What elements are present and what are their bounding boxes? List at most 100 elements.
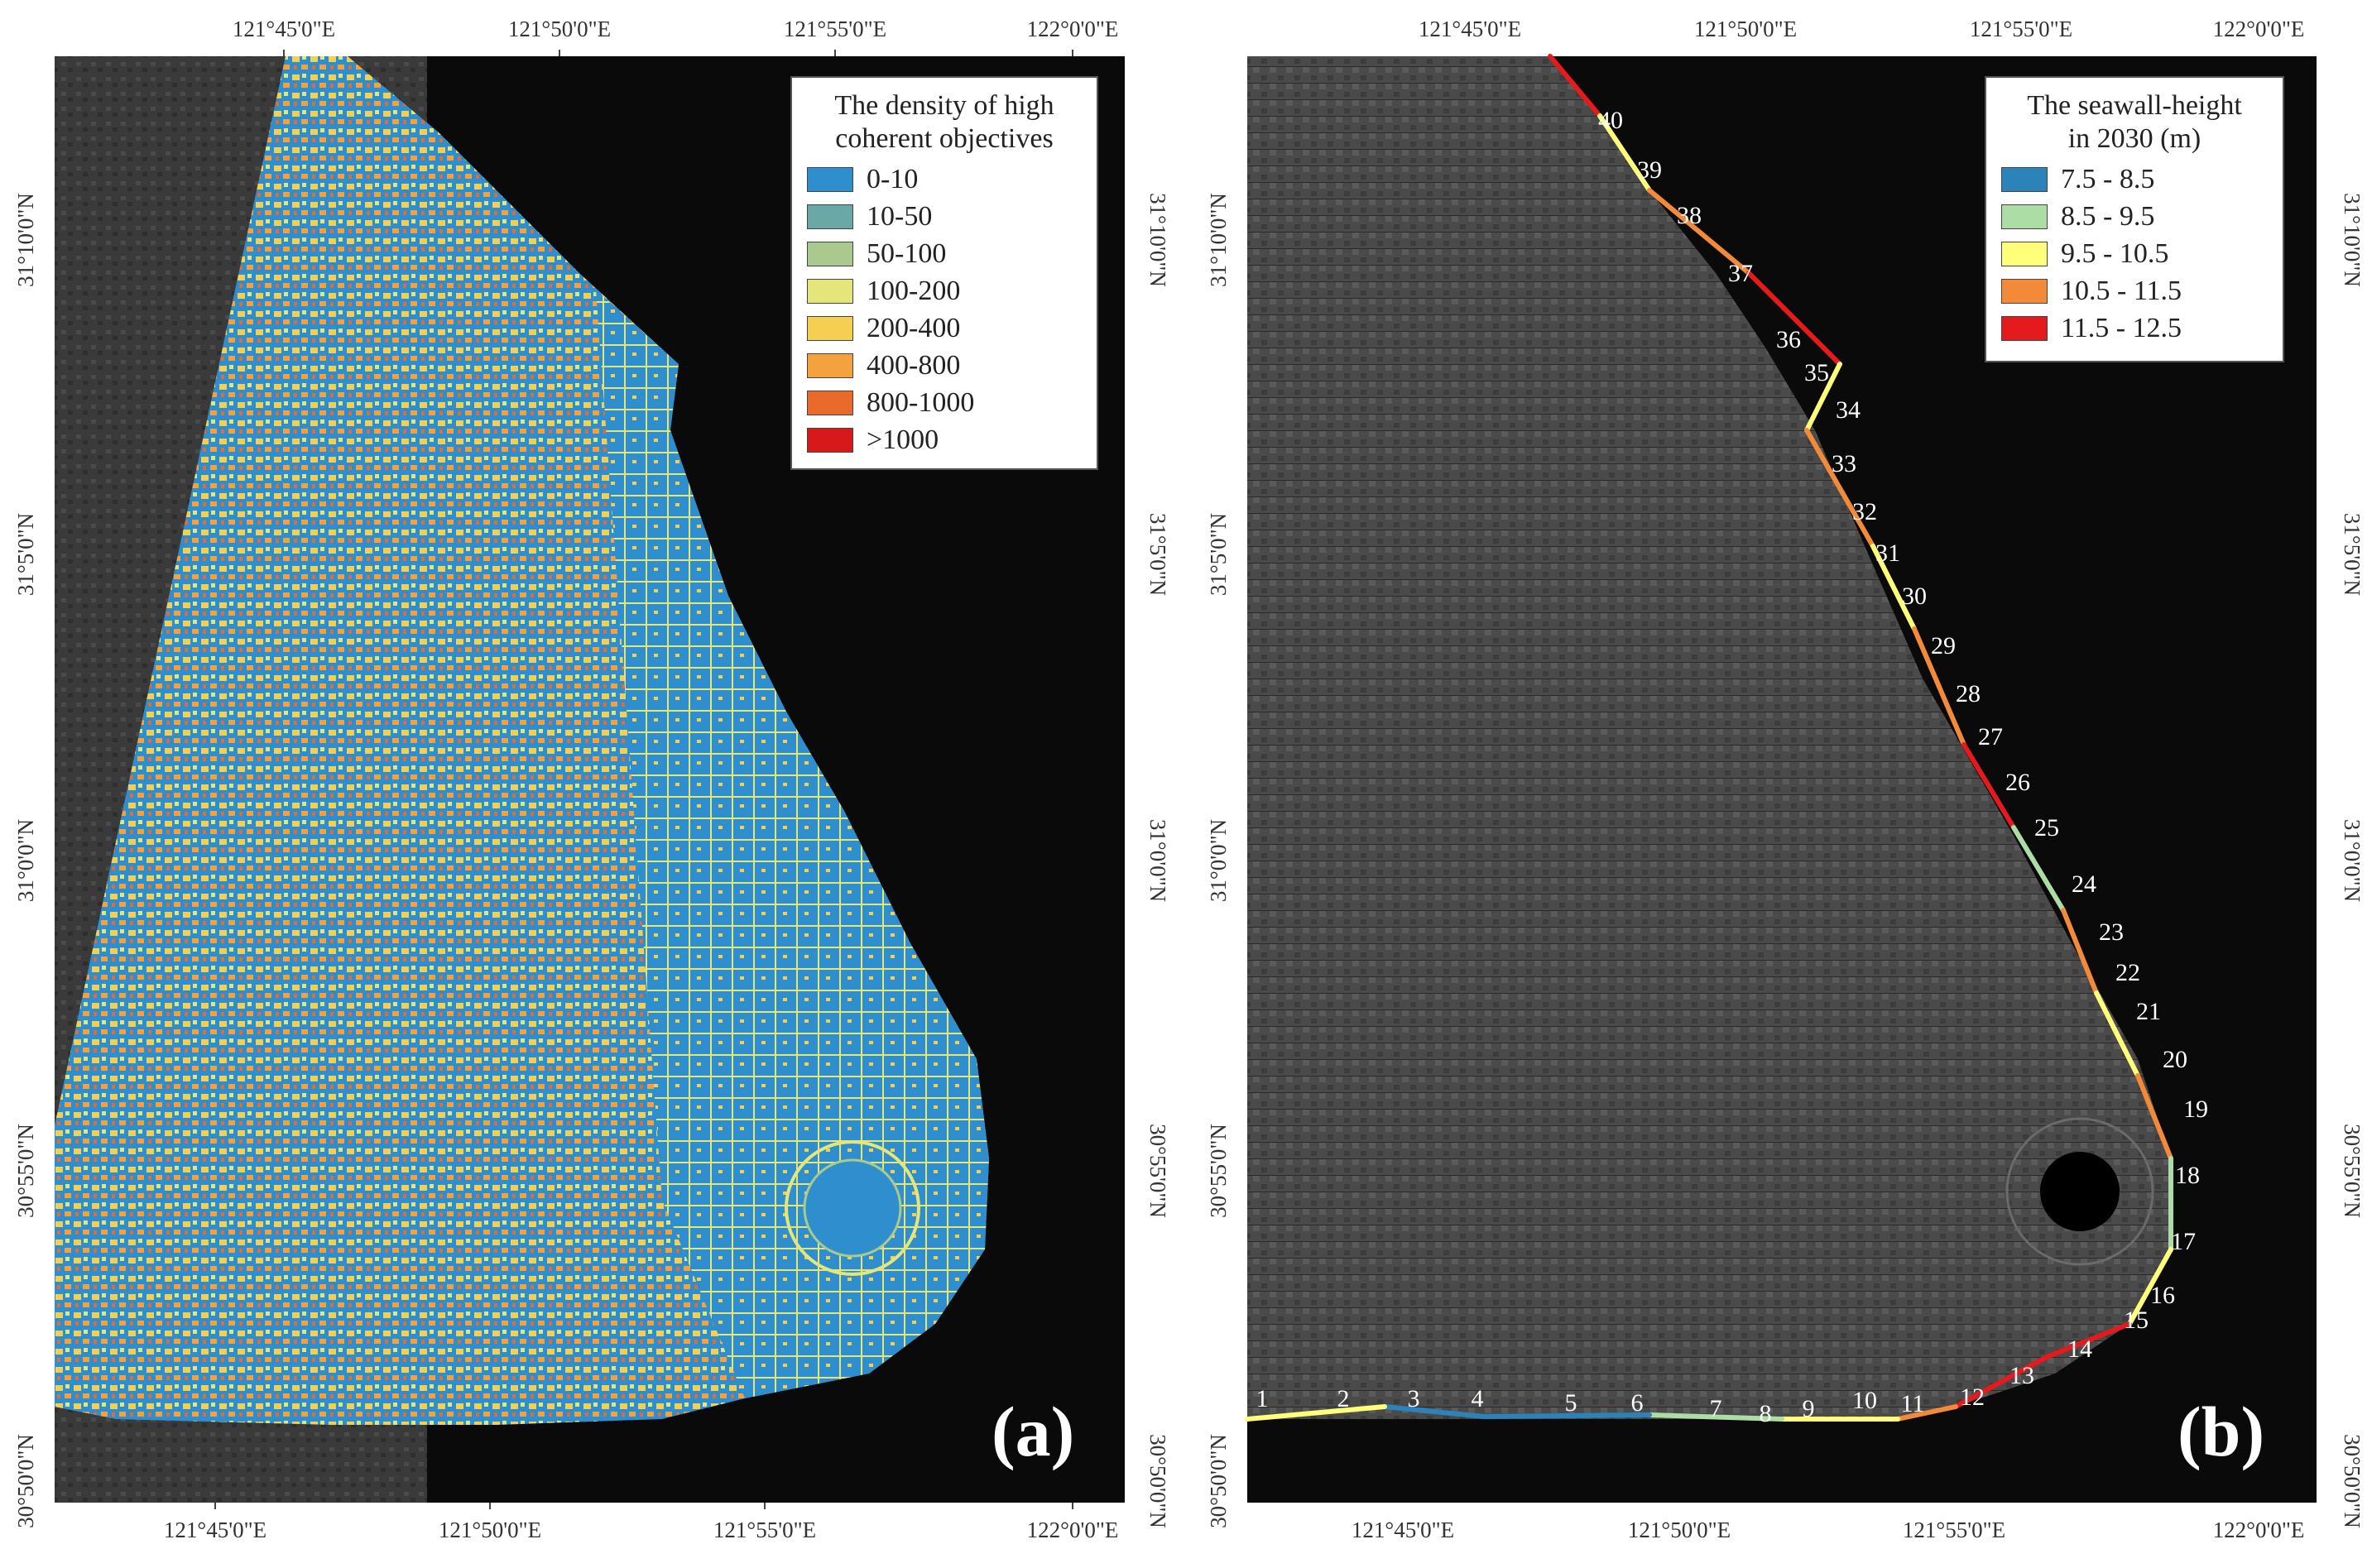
- lon-tick-top-1: 121°45'0"E: [233, 17, 335, 41]
- b-lat-tick-right-2: 31°5'0"N: [2340, 513, 2365, 596]
- seawall-segment-label: 4: [1472, 1385, 1484, 1412]
- lat-tick-left-1: 31°10'0"N: [13, 193, 38, 287]
- lake: [803, 1158, 902, 1258]
- legend-density-label: 0-10: [867, 163, 919, 194]
- seawall-segment-label: 5: [1565, 1389, 1577, 1417]
- seawall-segment-label: 10: [1852, 1387, 1877, 1414]
- legend-density-title-line1: The density of high: [834, 90, 1054, 121]
- seawall-segment-label: 13: [2009, 1362, 2034, 1389]
- seawall-segment-label: 12: [1960, 1383, 1985, 1411]
- seawall-segment-label: 17: [2171, 1228, 2196, 1255]
- legend-density-row: 0-10: [807, 161, 1082, 198]
- seawall-segment-label: 33: [1832, 450, 1856, 477]
- legend-density-row: 10-50: [807, 198, 1082, 235]
- legend-seawall-swatch: [2001, 278, 2048, 304]
- seawall-segment-label: 23: [2099, 918, 2124, 946]
- legend-seawall-rows: 7.5 - 8.5 8.5 - 9.5 9.5 - 10.5 10.5 - 11.5 1…: [2001, 161, 2268, 347]
- panel-b-label: (b): [2178, 1392, 2265, 1471]
- seawall-segment-label: 25: [2034, 814, 2059, 842]
- seawall-segment-label: 18: [2175, 1162, 2200, 1189]
- legend-density-label: 800-1000: [867, 386, 975, 418]
- seawall-segment-label: 31: [1875, 539, 1900, 567]
- b-lat-tick-left-5: 30°50'0"N: [1206, 1434, 1231, 1528]
- lon-tick-bottom-1: 121°45'0"E: [164, 1518, 266, 1542]
- legend-density-label: 100-200: [867, 275, 961, 306]
- lake-b-ring: [2005, 1117, 2154, 1266]
- seawall-segment-label: 21: [2136, 998, 2161, 1025]
- legend-seawall-title-line2: in 2030 (m): [2067, 123, 2202, 154]
- legend-seawall-row: 8.5 - 9.5: [2001, 198, 2268, 235]
- lake-ring: [785, 1140, 920, 1276]
- lon-tick-top-3: 121°55'0"E: [784, 17, 886, 41]
- legend-seawall-label: 7.5 - 8.5: [2061, 163, 2155, 194]
- seawall-segment-label: 29: [1931, 632, 1956, 659]
- b-lat-tick-left-3: 31°0'0"N: [1206, 819, 1231, 902]
- seawall-segment-label: 30: [1902, 583, 1927, 610]
- panel-a-density-map: 121°45'0"E 121°50'0"E 121°55'0"E 122°0'0…: [13, 17, 1170, 1542]
- legend-density-label: 10-50: [867, 200, 933, 232]
- lat-tick-right-2: 31°5'0"N: [1145, 513, 1170, 596]
- legend-density-row: >1000: [807, 421, 1082, 458]
- seawall-segment-label: 16: [2150, 1282, 2175, 1309]
- legend-density-row: 100-200: [807, 272, 1082, 309]
- b-lon-tick-top-2: 121°50'0"E: [1694, 17, 1797, 41]
- legend-density-title-line2: coherent objectives: [835, 123, 1054, 154]
- study-area-eastern-coast: [596, 290, 989, 1398]
- legend-seawall-row: 11.5 - 12.5: [2001, 309, 2268, 347]
- legend-density-swatch: [807, 390, 853, 415]
- lat-tick-right-3: 31°0'0"N: [1145, 819, 1170, 902]
- b-lon-tick-top-4: 122°0'0"E: [2213, 17, 2305, 41]
- seawall-segment-label: 39: [1637, 156, 1662, 184]
- seawall-segment-label: 1: [1256, 1385, 1269, 1412]
- seawall-line: [1245, 54, 2173, 1422]
- legend-seawall-row: 7.5 - 8.5: [2001, 161, 2268, 198]
- legend-density-swatch: [807, 241, 853, 266]
- legend-density-title: The density of high coherent objectives: [807, 89, 1082, 156]
- legend-density-swatch: [807, 204, 853, 229]
- legend-density-rows: 0-10 10-50 50-100 100-200 200-400 400-800 800-…: [807, 161, 1082, 458]
- legend-seawall-swatch: [2001, 204, 2048, 229]
- legend-seawall-label: 10.5 - 11.5: [2061, 275, 2182, 306]
- lake-b: [2040, 1152, 2120, 1231]
- legend-seawall-label: 11.5 - 12.5: [2061, 312, 2182, 343]
- b-lon-tick-top-3: 121°55'0"E: [1970, 17, 2072, 41]
- seawall-segment-label: 3: [1408, 1385, 1420, 1412]
- legend-density-swatch: [807, 315, 853, 341]
- b-lat-tick-left-2: 31°5'0"N: [1206, 513, 1231, 596]
- legend-density-label: 200-400: [867, 312, 961, 343]
- seawall-segment-label: 20: [2163, 1046, 2187, 1073]
- lon-tick-top-4: 122°0'0"E: [1027, 17, 1119, 41]
- legend-seawall-title-line1: The seawall-height: [2027, 90, 2242, 121]
- b-lat-tick-right-3: 31°0'0"N: [2340, 819, 2365, 902]
- legend-seawall-swatch: [2001, 241, 2048, 266]
- seawall-segment-label: 34: [1836, 396, 1861, 424]
- lon-tick-bottom-4: 122°0'0"E: [1027, 1518, 1119, 1542]
- b-lon-tick-bottom-2: 121°50'0"E: [1628, 1518, 1731, 1542]
- b-lat-tick-left-1: 31°10'0"N: [1206, 193, 1231, 287]
- seawall-segment-label: 36: [1776, 326, 1801, 353]
- seawall-segment-label: 28: [1956, 680, 1981, 707]
- lat-tick-left-4: 30°55'0"N: [13, 1124, 38, 1218]
- seawall-segment-label: 24: [2072, 870, 2096, 898]
- b-lat-tick-right-4: 30°55'0"N: [2340, 1124, 2365, 1218]
- legend-seawall-swatch: [2001, 315, 2048, 341]
- b-lon-tick-top-1: 121°45'0"E: [1419, 17, 1521, 41]
- lon-tick-bottom-2: 121°50'0"E: [439, 1518, 541, 1542]
- legend-density-row: 400-800: [807, 347, 1082, 384]
- lat-tick-right-1: 31°10'0"N: [1145, 193, 1170, 287]
- legend-seawall-title: The seawall-height in 2030 (m): [2001, 89, 2268, 156]
- lat-tick-right-4: 30°55'0"N: [1145, 1124, 1170, 1218]
- legend-seawall-label: 9.5 - 10.5: [2061, 237, 2169, 269]
- seawall-segment-label: 22: [2115, 959, 2140, 986]
- lon-tick-bottom-3: 121°55'0"E: [713, 1518, 816, 1542]
- b-lat-tick-right-5: 30°50'0"N: [2340, 1434, 2365, 1528]
- seawall-segment-label: 8: [1760, 1400, 1772, 1427]
- legend-density-swatch: [807, 352, 853, 378]
- seawall-segment-label: 27: [1978, 723, 2003, 750]
- lat-tick-left-2: 31°5'0"N: [13, 513, 38, 596]
- legend-density-label: 50-100: [867, 237, 947, 269]
- b-lon-tick-bottom-4: 122°0'0"E: [2213, 1518, 2305, 1542]
- lat-tick-right-5: 30°50'0"N: [1145, 1434, 1170, 1528]
- seawall-segment-label: 26: [2005, 769, 2030, 796]
- seawall-segment-label: 19: [2183, 1096, 2208, 1123]
